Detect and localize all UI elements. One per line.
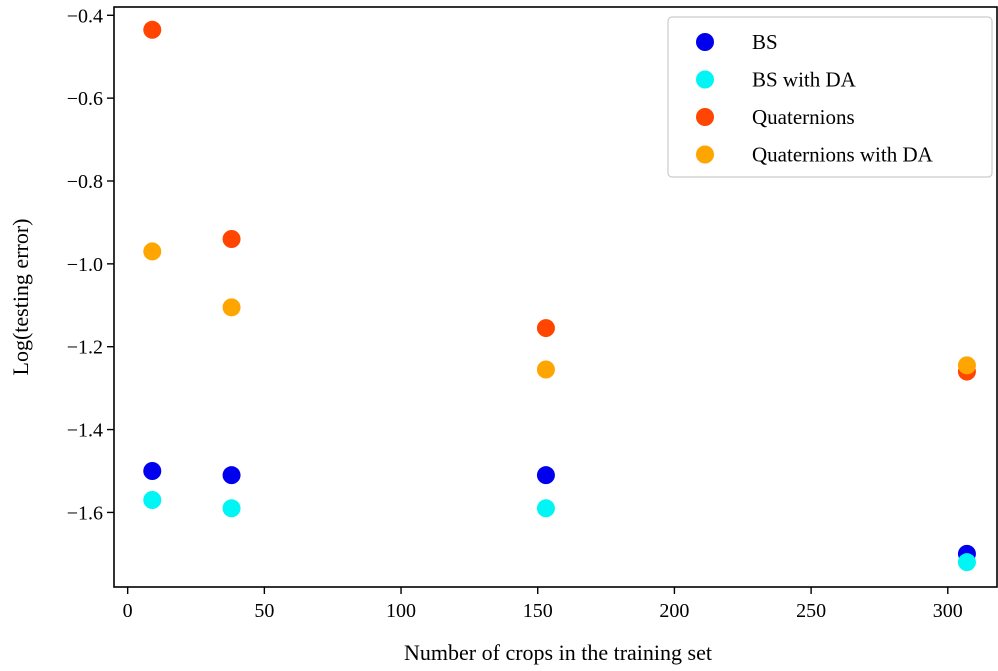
y-axis-label: Log(testing error): [8, 219, 33, 376]
x-tick-label: 250: [796, 600, 826, 622]
legend-marker: [696, 70, 714, 89]
data-point: [957, 356, 976, 375]
x-tick-label: 0: [123, 600, 133, 622]
legend: BS BS with DA Quaternions Quaternions with …: [667, 16, 993, 178]
data-point: [536, 360, 555, 379]
data-point: [143, 20, 162, 39]
x-tick-label: 50: [254, 600, 274, 622]
y-axis-ticks: −0.4 −0.6 −0.8 −1.0 −1.2 −1.4 −1.6: [67, 5, 114, 524]
legend-marker: [696, 145, 714, 164]
data-point: [536, 499, 555, 518]
data-point: [222, 298, 241, 317]
y-tick-label: −0.6: [67, 88, 103, 110]
legend-marker: [696, 33, 714, 51]
legend-label: Quaternions: [752, 105, 855, 129]
y-tick-label: −1.0: [67, 254, 103, 276]
data-points: [143, 20, 976, 572]
data-point: [222, 230, 241, 248]
data-point: [222, 466, 241, 485]
legend-label: Quaternions with DA: [752, 143, 934, 167]
x-axis-label: Number of crops in the training set: [404, 640, 712, 665]
data-point: [536, 466, 555, 485]
data-point: [143, 462, 162, 480]
x-tick-label: 200: [659, 600, 689, 622]
y-tick-label: −0.8: [67, 171, 103, 193]
data-point: [222, 499, 241, 518]
legend-marker: [696, 108, 714, 126]
y-tick-label: −1.6: [67, 502, 103, 524]
data-point: [143, 242, 162, 261]
legend-label: BS with DA: [752, 68, 857, 92]
data-point: [957, 553, 976, 572]
x-tick-label: 100: [386, 600, 416, 622]
data-point: [536, 319, 555, 338]
x-axis-ticks: 0 50 100 150 200 250 300: [123, 587, 963, 622]
legend-label: BS: [752, 30, 778, 54]
data-point: [143, 491, 162, 509]
x-tick-label: 300: [933, 600, 963, 622]
y-tick-label: −1.2: [67, 337, 103, 359]
y-tick-label: −0.4: [67, 5, 103, 27]
plot-frame: [113, 6, 998, 588]
legend-box: [667, 16, 993, 178]
y-tick-label: −1.4: [67, 420, 103, 442]
legend-items: BS BS with DA Quaternions Quaternions with …: [696, 30, 934, 167]
x-tick-label: 150: [523, 600, 553, 622]
